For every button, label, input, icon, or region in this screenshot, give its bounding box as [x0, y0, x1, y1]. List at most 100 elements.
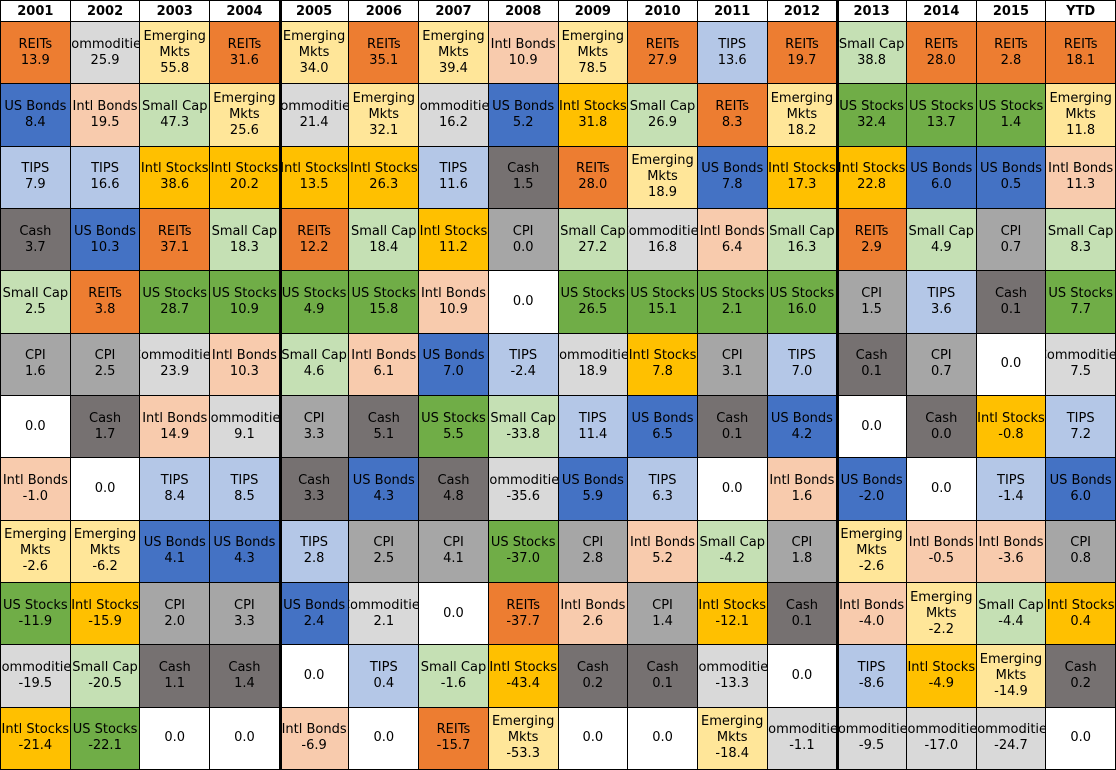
cell-label: CPI [930, 348, 952, 364]
cell-2005-us-stocks: US Stocks 4.9 [279, 271, 349, 333]
cell-label: Emerging Mkts [422, 28, 485, 60]
cell-2011-commodities: Commodities-13.3 [697, 645, 767, 707]
cell-label: TIPS [1066, 410, 1095, 426]
cell-2001-small-cap: Small Cap 2.5 [1, 271, 70, 333]
cell-label: US Bonds [979, 161, 1042, 177]
cell-2014-intl-bonds: Intl Bonds -0.5 [906, 520, 976, 582]
column-header-2010: 2010 [628, 1, 697, 21]
cell-label: Intl Bonds [1048, 161, 1114, 177]
cell-label: Intl Bonds [351, 348, 417, 364]
cell-value: 1.1 [164, 675, 186, 691]
cell-label: US Bonds [422, 348, 485, 364]
cell-2011-us-bonds: US Bonds 7.8 [697, 146, 767, 208]
cell-value: 1.7 [94, 426, 116, 442]
cell-label: Intl Stocks [698, 597, 767, 613]
cell-2012-reits: REITs 19.7 [767, 22, 837, 84]
cell-value: 28.7 [160, 301, 190, 317]
cell-label: TIPS [927, 285, 956, 301]
cell-label: Cash [925, 410, 958, 426]
cell-2008-us-bonds: US Bonds 5.2 [488, 84, 558, 146]
cell-label: TIPS [369, 659, 398, 675]
cell-2006-tips: TIPS 0.4 [349, 645, 419, 707]
cell-label: US Bonds [352, 472, 415, 488]
cell-value: 10.9 [508, 52, 538, 68]
cell-label: Small Cap [629, 98, 696, 114]
cell-value: 18.1 [1066, 52, 1096, 68]
cell-label: Cash [785, 597, 818, 613]
cell-value: 0.0 [1070, 730, 1091, 746]
cell-value: -2.4 [510, 364, 536, 380]
cell-label: Intl Stocks [280, 161, 348, 177]
cell-2001-commodities: Commodities-19.5 [1, 645, 70, 707]
cell-2015-intl-bonds: Intl Bonds -3.6 [976, 520, 1046, 582]
cell-2002-us-stocks: US Stocks -22.1 [70, 707, 140, 769]
cell-value: 31.6 [229, 52, 259, 68]
cell-label: US Bonds [283, 597, 346, 613]
cell-value: 19.5 [90, 114, 120, 130]
cell-2008-small-cap: Small Cap -33.8 [488, 395, 558, 458]
cell-value: 0.0 [930, 426, 952, 442]
cell-label: US Bonds [492, 98, 555, 114]
cell-2014-reits: REITs 28.0 [906, 22, 976, 84]
cell-label: Small Cap [560, 223, 626, 239]
cell-value: 20.2 [229, 177, 259, 193]
cell-label: US Stocks [351, 285, 417, 301]
cell-ytd-tips: TIPS 7.2 [1046, 395, 1115, 458]
cell-2004-reits: REITs 31.6 [210, 22, 279, 84]
cell-label: Commodities [1, 659, 70, 675]
cell-value: -53.3 [506, 746, 540, 762]
cell-2005-tips: TIPS 2.8 [279, 520, 349, 582]
cell-label: Intl Stocks [1, 722, 70, 738]
cell-2006-us-bonds: US Bonds 4.3 [349, 458, 419, 520]
cell-label: Small Cap [281, 348, 347, 364]
column-header-2009: 2009 [558, 1, 628, 21]
cell-label: Intl Stocks [140, 161, 209, 177]
cell-label: Intl Bonds [839, 597, 905, 613]
cell-value: 6.3 [652, 488, 673, 504]
cell-value: 16.6 [90, 177, 120, 193]
cell-value: 19.7 [787, 52, 817, 68]
cell-label: Emerging Mkts [4, 527, 67, 559]
cell-value: 1.6 [25, 364, 46, 380]
cell-value: 6.0 [930, 177, 952, 193]
cell-2013-us-stocks: US Stocks 32.4 [837, 84, 906, 146]
cell-label: Commodities [977, 722, 1046, 738]
cell-label: Emerging Mkts [840, 527, 903, 559]
cell-value: -1.6 [440, 675, 467, 691]
cell-ytd-cpi: CPI 0.8 [1046, 520, 1115, 582]
cell-2003-intl-stocks: Intl Stocks 38.6 [140, 146, 210, 208]
cell-2014-emerging-mkts: Emerging Mkts -2.2 [906, 582, 976, 645]
cell-value: 6.1 [373, 364, 395, 380]
cell-2013-commodities: Commodities-9.5 [837, 707, 906, 769]
cell-value: -0.5 [928, 551, 954, 567]
cell-2002-commodities: Commodities25.9 [70, 22, 140, 84]
cell-label: Emerging Mkts [979, 651, 1043, 683]
cell-value: 0.4 [373, 675, 395, 691]
cell-value: 78.5 [578, 60, 608, 76]
cell-label: Small Cap [838, 36, 905, 52]
cell-2009-zero: 0.0 [558, 707, 628, 769]
column-header-2015: 2015 [976, 1, 1046, 21]
cell-2011-cash: Cash 0.1 [697, 395, 767, 458]
cell-value: 1.4 [234, 675, 255, 691]
cell-value: 38.6 [160, 177, 190, 193]
cell-2001-intl-bonds: Intl Bonds -1.0 [1, 458, 70, 520]
cell-label: Intl Stocks [837, 161, 906, 177]
cell-value: 18.9 [648, 185, 677, 201]
cell-2010-reits: REITs 27.9 [628, 22, 697, 84]
cell-label: Commodities [837, 722, 906, 738]
cell-2003-emerging-mkts: Emerging Mkts 55.8 [140, 22, 210, 84]
cell-value: 7.7 [1070, 301, 1091, 317]
cell-label: TIPS [509, 348, 538, 364]
cell-value: 0.0 [373, 730, 395, 746]
cell-label: US Stocks [839, 98, 904, 114]
cell-label: US Stocks [908, 98, 974, 114]
cell-value: 2.6 [582, 613, 604, 629]
cell-2008-us-stocks: US Stocks -37.0 [488, 520, 558, 582]
cell-label: Cash [855, 348, 888, 364]
cell-label: Cash [1064, 659, 1097, 675]
cell-2012-cash: Cash 0.1 [767, 582, 837, 645]
cell-value: 0.0 [582, 730, 604, 746]
cell-2006-commodities: Commodities2.1 [349, 582, 419, 645]
